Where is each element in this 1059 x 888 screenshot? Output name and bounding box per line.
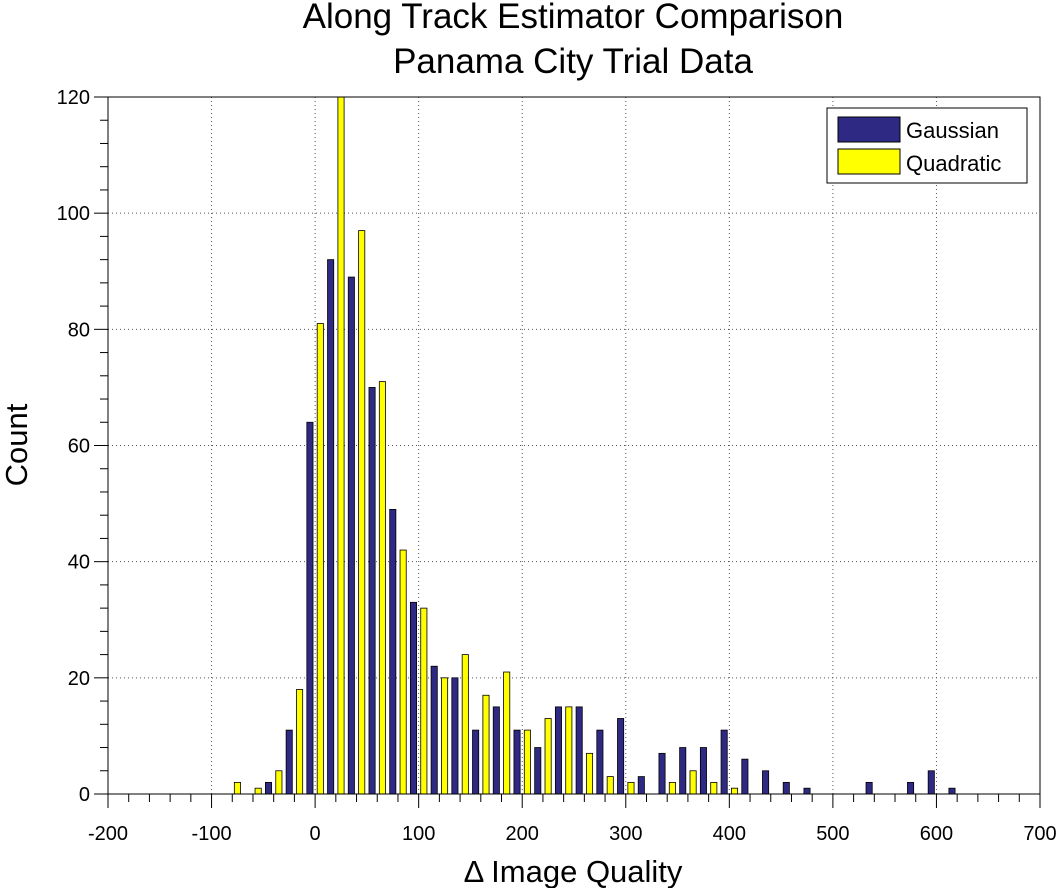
legend: Gaussian Quadratic — [826, 107, 1028, 184]
bar-gaussian — [285, 729, 293, 795]
bar-gaussian — [347, 276, 355, 795]
y-tick-label: 100 — [57, 203, 90, 225]
y-tick-label: 120 — [57, 87, 90, 109]
bar-quadratic — [233, 781, 241, 795]
bar-gaussian — [430, 665, 438, 795]
bar-gaussian — [617, 718, 625, 795]
bar-gaussian — [513, 729, 521, 795]
bar-gaussian — [679, 747, 687, 795]
x-tick-label: 200 — [506, 823, 539, 845]
x-tick-label: 400 — [713, 823, 746, 845]
bar-gaussian — [265, 781, 273, 795]
bar-gaussian — [492, 706, 500, 795]
bar-quadratic — [358, 230, 366, 795]
legend-swatch-gaussian — [837, 116, 901, 143]
legend-label-gaussian: Gaussian — [906, 118, 999, 143]
bar-gaussian — [741, 758, 749, 795]
bar-gaussian — [534, 747, 542, 795]
bar-quadratic — [254, 787, 262, 795]
bar-quadratic — [627, 781, 635, 795]
bar-gaussian — [865, 781, 873, 795]
y-tick-label: 0 — [79, 784, 90, 806]
legend-label-quadratic: Quadratic — [906, 151, 1001, 176]
bar-gaussian — [389, 508, 397, 795]
axis-ticks — [94, 96, 1041, 808]
y-tick-label: 40 — [68, 552, 90, 574]
y-tick-label: 80 — [68, 319, 90, 341]
bar-quadratic — [378, 381, 386, 795]
bar-gaussian — [927, 770, 935, 795]
y-tick-label: 20 — [68, 668, 90, 690]
bar-quadratic — [565, 706, 573, 795]
bar-quadratic — [441, 677, 449, 795]
bar-quadratic — [523, 729, 531, 795]
bar-quadratic — [420, 607, 428, 795]
bar-quadratic — [544, 718, 552, 795]
bar-gaussian — [658, 752, 666, 795]
y-axis-label: Count — [0, 403, 34, 486]
x-tick-label: -100 — [192, 823, 232, 845]
bar-quadratic — [668, 781, 676, 795]
x-tick-label: 600 — [920, 823, 953, 845]
tick-labels: -200 -100 0 100 200 300 400 500 600 700 0 20 40 60 80 1… — [57, 87, 1057, 845]
bar-gaussian — [306, 421, 314, 795]
x-axis-label: Δ Image Quality — [464, 854, 683, 888]
y-tick-label: 60 — [68, 436, 90, 458]
bar-gaussian — [762, 770, 770, 795]
bar-gaussian — [368, 387, 376, 795]
bar-quadratic — [275, 770, 283, 795]
bar-gaussian — [575, 706, 583, 795]
bar-gaussian — [948, 787, 956, 795]
bar-gaussian — [637, 776, 645, 795]
x-tick-label: 0 — [310, 823, 321, 845]
legend-swatch-quadratic — [837, 148, 901, 175]
bar-gaussian — [596, 729, 604, 795]
bar-quadratic — [461, 654, 469, 795]
bar-gaussian — [907, 781, 915, 795]
bar-gaussian — [554, 706, 562, 795]
bar-quadratic — [503, 671, 511, 795]
x-tick-label: 700 — [1023, 823, 1056, 845]
chart-title-line-1: Along Track Estimator Comparison — [303, 0, 844, 36]
bar-gaussian — [451, 677, 459, 795]
bar-gaussian — [472, 729, 480, 795]
bars — [233, 96, 956, 795]
bar-quadratic — [689, 770, 697, 795]
bar-gaussian — [409, 601, 417, 795]
bar-gaussian — [782, 781, 790, 795]
bar-gaussian — [720, 729, 728, 795]
bar-quadratic — [296, 689, 304, 795]
bar-quadratic — [399, 549, 407, 795]
bar-quadratic — [586, 752, 594, 795]
bar-quadratic — [710, 781, 718, 795]
bar-quadratic — [337, 96, 345, 795]
bar-gaussian — [699, 747, 707, 795]
grid-lines — [108, 97, 1040, 794]
bar-quadratic — [316, 323, 324, 795]
x-tick-label: 500 — [816, 823, 849, 845]
bar-quadratic — [482, 694, 490, 795]
bar-gaussian — [803, 787, 811, 795]
chart-title-line-2: Panama City Trial Data — [393, 42, 753, 81]
x-tick-label: -200 — [88, 823, 128, 845]
bar-gaussian — [327, 259, 335, 795]
x-tick-label: 100 — [402, 823, 435, 845]
bar-quadratic — [606, 776, 614, 795]
bar-quadratic — [731, 787, 739, 795]
x-tick-label: 300 — [609, 823, 642, 845]
